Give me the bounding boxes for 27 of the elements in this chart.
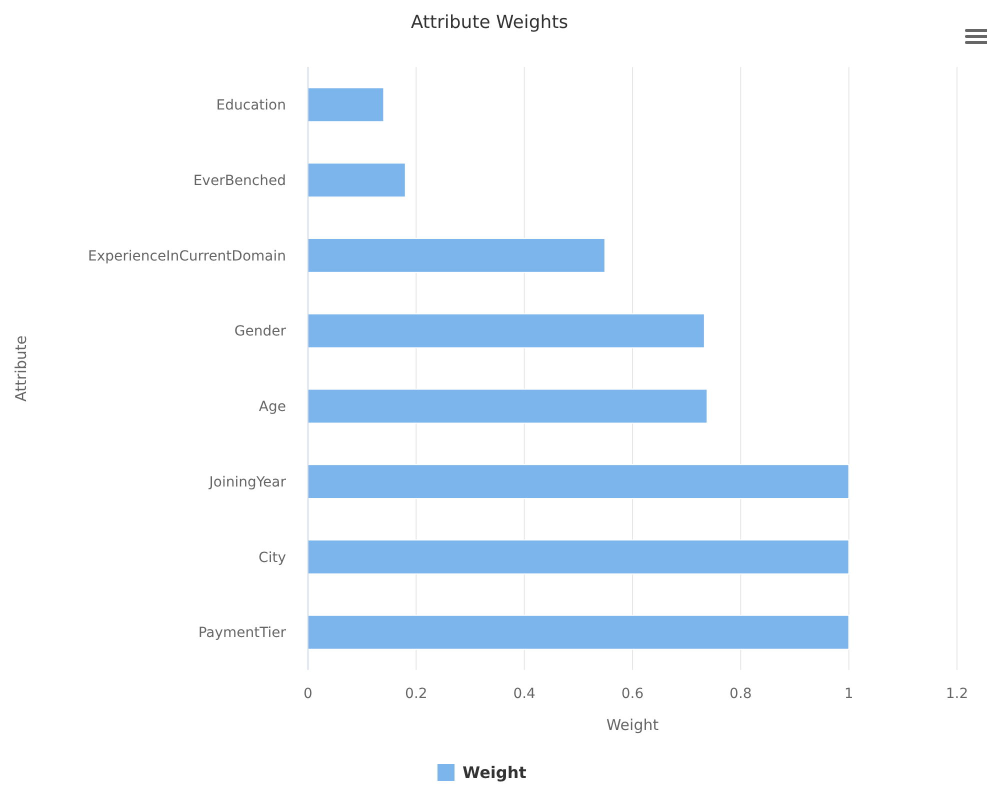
- y-tick-label: City: [258, 550, 286, 566]
- x-tick-label: 1.2: [946, 686, 968, 702]
- y-tick-label: Gender: [234, 324, 286, 340]
- bar: [308, 388, 708, 424]
- bar: [308, 238, 606, 273]
- bar: [308, 162, 406, 198]
- x-tick-label: 0.2: [405, 686, 428, 702]
- y-axis-title: Attribute: [12, 335, 30, 402]
- bar: [308, 87, 384, 122]
- x-tick-label: 0.8: [730, 686, 752, 702]
- x-tick-label: 0.6: [621, 686, 644, 702]
- bar: [308, 464, 850, 500]
- y-tick-label: JoiningYear: [208, 474, 286, 490]
- bar: [308, 539, 850, 574]
- y-tick-label: EverBenched: [193, 172, 286, 189]
- bar: [308, 313, 705, 348]
- y-tick-label: ExperienceInCurrentDomain: [88, 248, 286, 264]
- chart-title: Attribute Weights: [410, 12, 568, 33]
- y-tick-label: Education: [216, 98, 286, 114]
- x-tick-label: 0: [304, 686, 312, 702]
- y-tick-label: PaymentTier: [198, 625, 286, 642]
- x-tick-label: 0.4: [513, 686, 536, 702]
- bar: [308, 614, 850, 650]
- y-tick-label: Age: [258, 399, 286, 416]
- x-axis-title: Weight: [606, 716, 659, 734]
- legend-label: Weight: [462, 763, 527, 782]
- x-tick-label: 1: [844, 686, 854, 702]
